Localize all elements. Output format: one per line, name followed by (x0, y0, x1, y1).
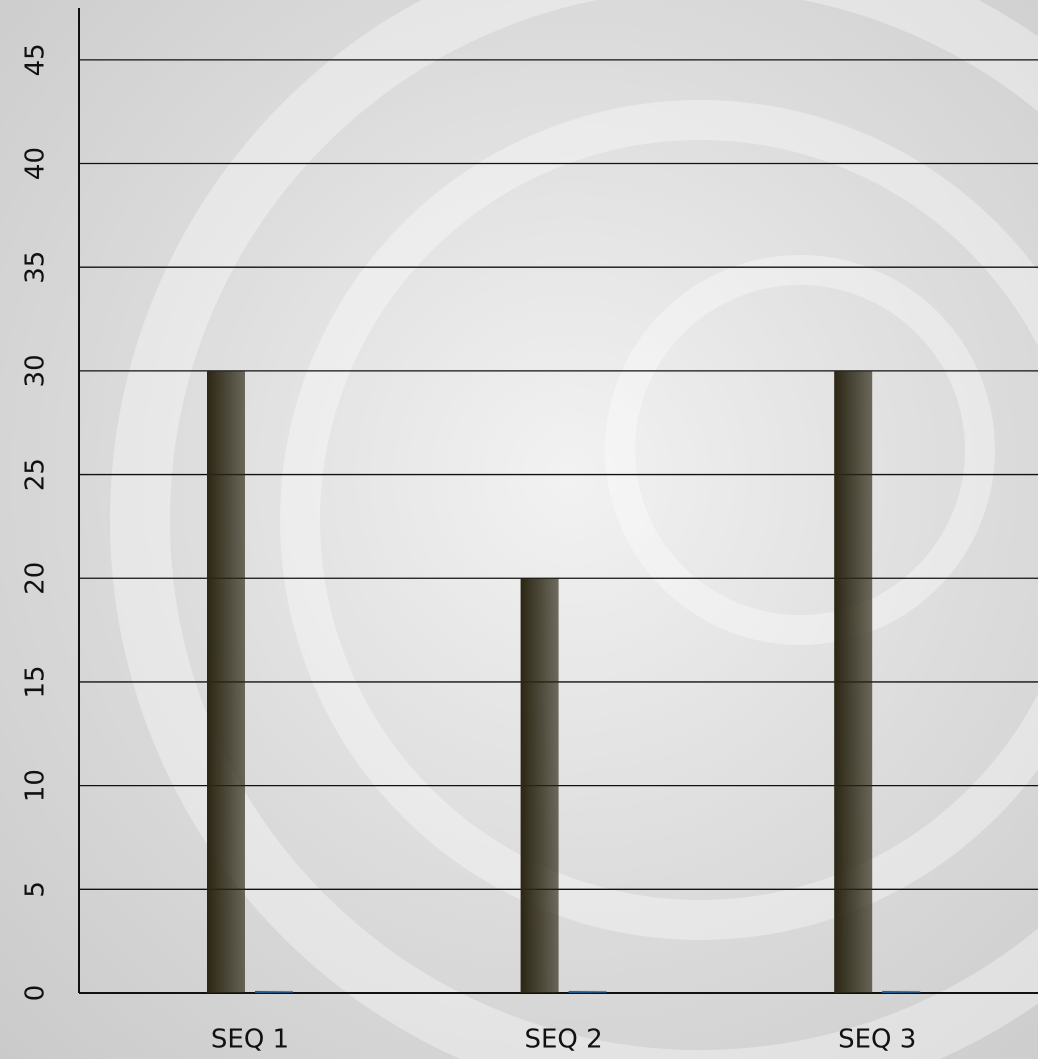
y-tick-label: 20 (21, 562, 51, 595)
bar (882, 990, 921, 993)
y-tick-label: 30 (21, 354, 51, 387)
y-tick-label: 15 (21, 665, 51, 698)
background-shapes (110, 0, 1038, 1059)
bar (520, 578, 559, 993)
y-tick-label: 35 (21, 251, 51, 284)
y-tick-label: 40 (21, 147, 51, 180)
bar (834, 370, 873, 993)
bar (255, 990, 293, 993)
x-tick-label: SEQ 3 (838, 1025, 916, 1055)
y-tick-label: 5 (21, 881, 51, 898)
y-tick-label: 25 (21, 458, 51, 491)
bar (568, 990, 607, 993)
x-tick-label: SEQ 1 (211, 1025, 289, 1055)
y-tick-label: 0 (21, 985, 51, 1002)
bar (207, 370, 245, 993)
x-tick-label: SEQ 2 (524, 1025, 602, 1055)
y-tick-label: 10 (21, 769, 51, 802)
y-tick-label: 45 (21, 43, 51, 76)
